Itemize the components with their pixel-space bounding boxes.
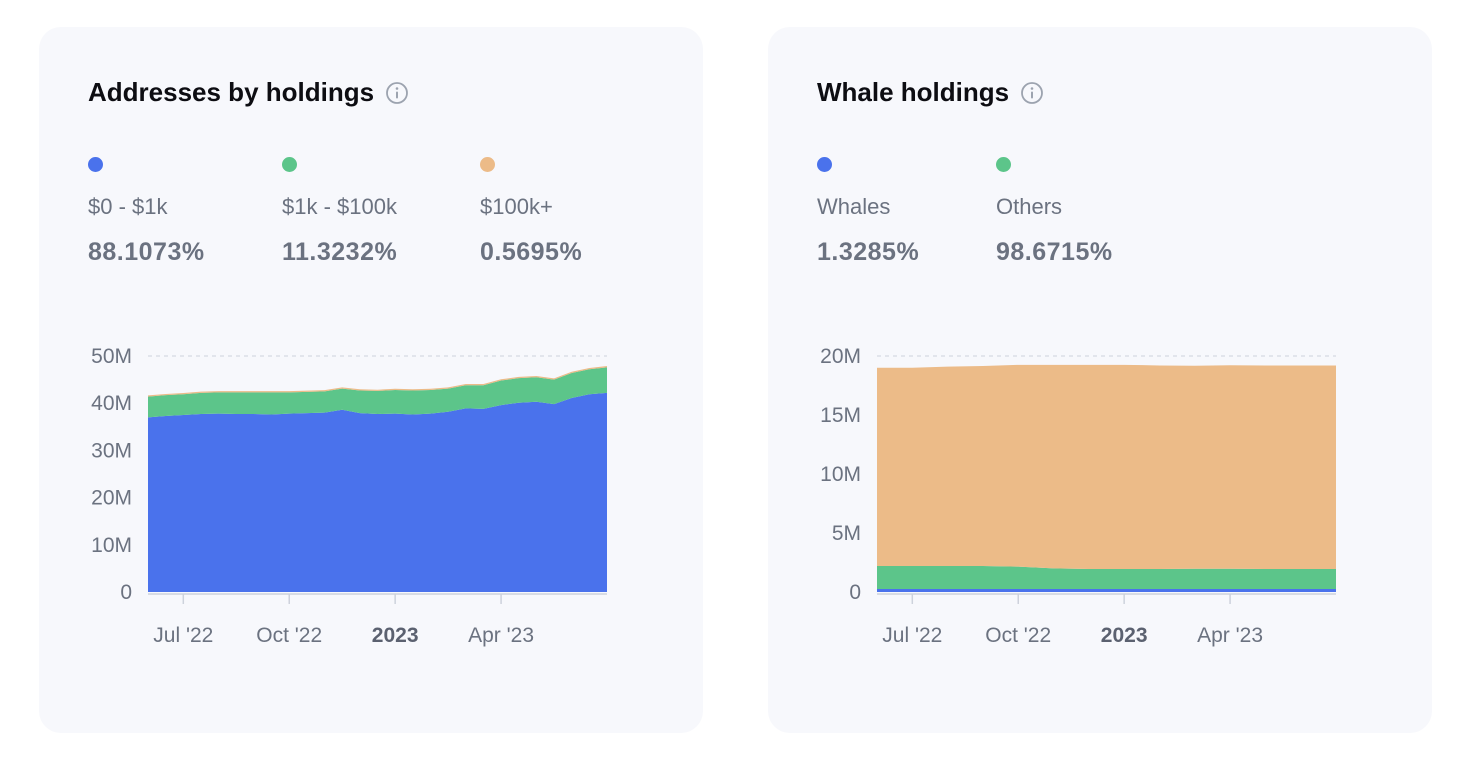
whale-area-chart: 0 5M 10M 15M 20M Jul '22 Oct '22 2023 Apr '23 <box>820 345 1336 647</box>
x-tick-label: Oct '22 <box>256 624 322 647</box>
y-tick-label: 10M <box>91 534 132 557</box>
legend-dot <box>996 157 1011 172</box>
y-tick-label: 0 <box>120 581 132 604</box>
area-series-100k <box>148 366 607 397</box>
legend-value: 88.1073% <box>88 238 205 266</box>
x-tick-label: Jul '22 <box>882 624 942 647</box>
card-title-text: Whale holdings <box>817 77 1010 107</box>
legend-label: $0 - $1k <box>88 194 168 219</box>
legend-label: Others <box>996 194 1063 219</box>
legend-item[interactable]: Others 98.6715% <box>996 157 1113 267</box>
card-title: Whale holdings <box>817 77 1044 108</box>
addresses-by-holdings-card: Addresses by holdings $0 - $1k 88.1073% … <box>39 27 703 733</box>
legend-item[interactable]: Whales 1.3285% <box>817 157 919 267</box>
x-tick-label: Jul '22 <box>153 624 213 647</box>
legend-dot <box>817 157 832 172</box>
legend-dot <box>480 157 495 172</box>
info-circle-icon[interactable] <box>1020 81 1044 105</box>
y-tick-label: 20M <box>91 487 132 510</box>
x-tick-label: Apr '23 <box>468 624 534 647</box>
y-tick-label: 0 <box>849 581 861 604</box>
legend-item[interactable]: $100k+ 0.5695% <box>480 157 582 267</box>
addresses-area-chart: 0 10M 20M 30M 40M 50M Jul '22 Oct '22 2023 Apr '2… <box>91 345 607 647</box>
y-tick-label: 5M <box>832 522 861 545</box>
whale-holdings-card: Whale holdings Whales 1.3285% Others 98.… <box>768 27 1432 733</box>
card-title: Addresses by holdings <box>88 77 409 108</box>
legend-item[interactable]: $0 - $1k 88.1073% <box>88 157 205 267</box>
y-tick-label: 30M <box>91 439 132 462</box>
y-tick-label: 15M <box>820 404 861 427</box>
y-tick-label: 50M <box>91 345 132 368</box>
area-series-0-1k <box>148 392 607 592</box>
y-tick-label: 40M <box>91 392 132 415</box>
area-series-remaining-supply <box>877 364 1336 569</box>
x-tick-label: 2023 <box>1101 624 1148 647</box>
legend-label: Whales <box>817 194 891 219</box>
legend-value: 98.6715% <box>996 238 1113 266</box>
legend-item[interactable]: $1k - $100k 11.3232% <box>282 157 397 267</box>
legend-dot <box>88 157 103 172</box>
x-tick-label: Oct '22 <box>985 624 1051 647</box>
legend-label: $1k - $100k <box>282 194 397 219</box>
legend-label: $100k+ <box>480 194 553 219</box>
legend-value: 0.5695% <box>480 238 583 266</box>
y-tick-label: 20M <box>820 345 861 368</box>
y-tick-label: 10M <box>820 463 861 486</box>
x-tick-label: Apr '23 <box>1197 624 1263 647</box>
legend-dot <box>282 157 297 172</box>
area-series-1k-100k <box>148 367 607 418</box>
legend-value: 11.3232% <box>282 238 398 266</box>
area-series-others <box>877 566 1336 590</box>
card-title-text: Addresses by holdings <box>88 77 375 107</box>
legend-value: 1.3285% <box>817 238 920 266</box>
area-series-whales <box>877 589 1336 592</box>
x-tick-label: 2023 <box>372 624 419 647</box>
info-circle-icon[interactable] <box>385 81 409 105</box>
